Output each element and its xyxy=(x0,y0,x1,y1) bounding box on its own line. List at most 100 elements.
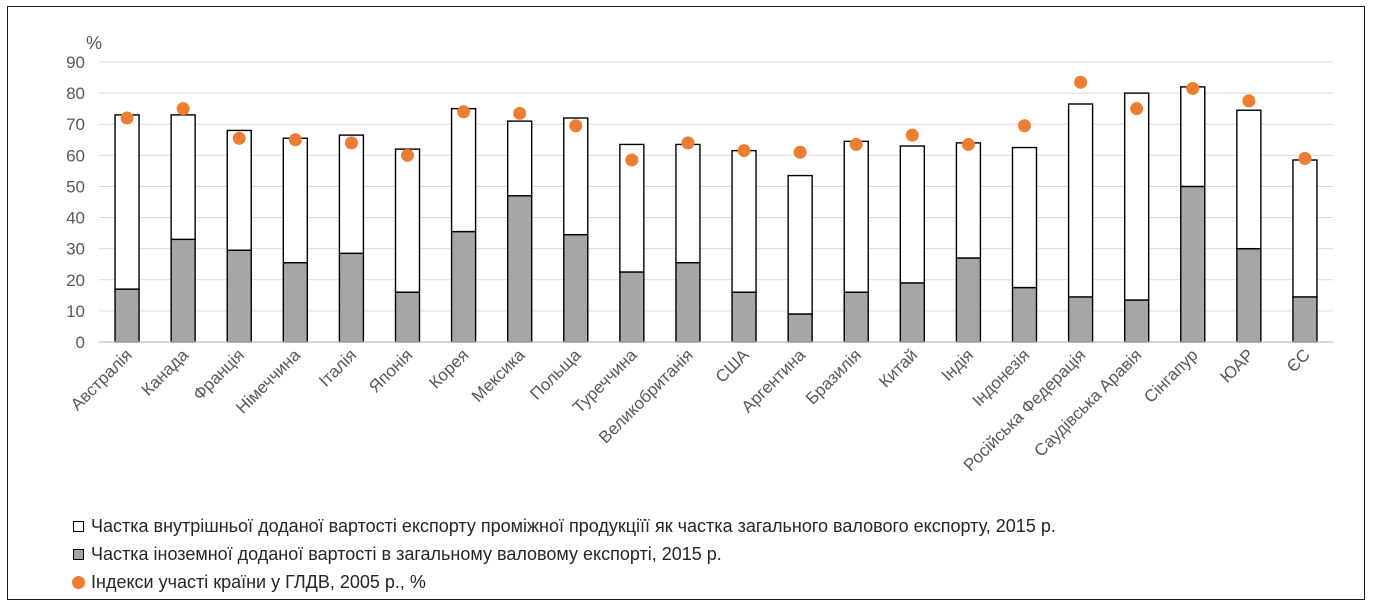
bar-foreign xyxy=(619,271,645,343)
bar-foreign xyxy=(338,252,365,343)
bar-foreign xyxy=(675,261,701,343)
bar-foreign xyxy=(843,291,869,343)
x-tick-label: Австралія xyxy=(67,345,136,414)
x-tick-label: Бразилія xyxy=(802,345,865,408)
bar-foreign xyxy=(1123,299,1150,343)
bar-foreign xyxy=(450,230,477,343)
bar-domestic xyxy=(338,134,365,255)
bar-foreign xyxy=(955,257,982,343)
bar-foreign xyxy=(226,249,252,343)
dot-index xyxy=(905,128,919,142)
bar-foreign xyxy=(506,195,533,343)
bar-domestic xyxy=(843,140,869,293)
dot-index xyxy=(737,144,751,158)
dot-index xyxy=(849,137,863,151)
bar-chart: 0 10 20 30 40 50 60 70 80 90 % Австралія КанадаФра… xyxy=(66,33,1333,475)
bar-domestic xyxy=(450,107,477,233)
bar-domestic xyxy=(1067,103,1094,298)
x-tick-label: ЄС xyxy=(1283,345,1314,376)
bar-foreign xyxy=(1067,296,1094,343)
bar-foreign xyxy=(1011,286,1038,343)
x-tick-label: Саудівська Аравія xyxy=(1030,345,1145,460)
bars xyxy=(114,86,1318,343)
dot-index xyxy=(401,148,414,162)
legend-label-index: Індекси участі країни у ГЛДВ, 2005 р., % xyxy=(91,572,426,592)
y-tick-label: 50 xyxy=(66,177,85,196)
x-tick-label: Індія xyxy=(938,345,978,385)
bar-foreign xyxy=(170,238,196,343)
legend-item-index: Індекси участі країни у ГЛДВ, 2005 р., % xyxy=(72,572,426,593)
dot-index xyxy=(569,119,583,133)
y-axis-ticks: 0 10 20 30 40 50 60 70 80 90 xyxy=(66,53,85,352)
legend-label-domestic: Частка внутрішньої доданої вартості експ… xyxy=(91,516,1056,536)
bar-domestic xyxy=(563,117,589,236)
bar-domestic xyxy=(114,114,140,290)
x-tick-label: Мексика xyxy=(468,345,529,406)
dot-index xyxy=(288,133,302,147)
y-tick-label: 10 xyxy=(66,302,85,321)
x-tick-label: США xyxy=(712,345,754,387)
bar-foreign xyxy=(731,291,757,343)
bar-foreign xyxy=(1292,296,1318,343)
dot-index xyxy=(1130,102,1144,116)
bar-domestic xyxy=(675,143,701,264)
x-tick-label: Франція xyxy=(189,345,248,404)
dot-index xyxy=(625,153,639,167)
bar-foreign xyxy=(114,288,140,343)
legend-item-domestic: Частка внутрішньої доданої вартості експ… xyxy=(73,516,1056,537)
y-tick-label: 90 xyxy=(66,53,85,72)
dot-index xyxy=(1074,75,1088,89)
bar-domestic xyxy=(955,142,982,259)
bar-domestic xyxy=(394,148,421,293)
dot-index xyxy=(681,136,695,150)
dot-index xyxy=(176,102,190,116)
bar-foreign xyxy=(1180,185,1206,343)
dot-index xyxy=(1186,81,1200,95)
bar-domestic xyxy=(506,120,533,197)
bar-domestic xyxy=(282,137,309,264)
x-tick-label: Корея xyxy=(425,345,472,392)
x-tick-label: Італія xyxy=(315,345,360,390)
y-tick-label: 40 xyxy=(66,209,85,228)
y-tick-label: 30 xyxy=(66,240,85,259)
legend-item-foreign: Частка іноземної доданої вартості в зага… xyxy=(73,544,722,565)
y-tick-label: 70 xyxy=(66,115,85,134)
legend-label-foreign: Частка іноземної доданої вартості в зага… xyxy=(91,544,722,564)
dot-index xyxy=(120,111,134,125)
y-tick-label: 80 xyxy=(66,84,85,103)
dot-index xyxy=(1298,151,1312,165)
y-tick-label: 60 xyxy=(66,146,85,165)
legend-swatch-index xyxy=(72,576,85,589)
x-tick-label: Сінгапур xyxy=(1140,345,1201,406)
x-tick-label: Канада xyxy=(138,345,193,400)
bar-domestic xyxy=(226,129,252,251)
chart-frame: 0 10 20 30 40 50 60 70 80 90 % Австралія Канада Фра… xyxy=(7,6,1365,600)
dot-index xyxy=(961,137,975,151)
x-tick-label: Великобританія xyxy=(595,345,697,447)
dot-index xyxy=(1018,119,1031,133)
bar-domestic xyxy=(1011,146,1038,289)
bar-domestic xyxy=(170,114,196,241)
dots xyxy=(120,75,1312,167)
bar-domestic xyxy=(1123,92,1150,301)
y-tick-label: 20 xyxy=(66,271,85,290)
bar-foreign xyxy=(1236,247,1262,343)
bar-domestic xyxy=(1180,86,1206,188)
bar-foreign xyxy=(563,233,589,343)
dot-index xyxy=(457,105,471,119)
dot-index xyxy=(344,136,358,150)
bar-domestic xyxy=(787,174,813,315)
bar-domestic xyxy=(1236,109,1262,250)
dot-index xyxy=(513,106,527,120)
x-tick-label: ЮАР xyxy=(1216,345,1257,386)
y-tick-label: 0 xyxy=(76,333,85,352)
bar-foreign xyxy=(394,291,421,343)
bar-foreign xyxy=(787,313,813,343)
y-axis-label: % xyxy=(86,33,102,53)
x-tick-label: Китай xyxy=(875,345,921,391)
bar-foreign xyxy=(282,261,309,343)
bar-domestic xyxy=(899,145,926,284)
bar-domestic xyxy=(731,149,757,293)
bar-domestic xyxy=(1292,159,1318,298)
